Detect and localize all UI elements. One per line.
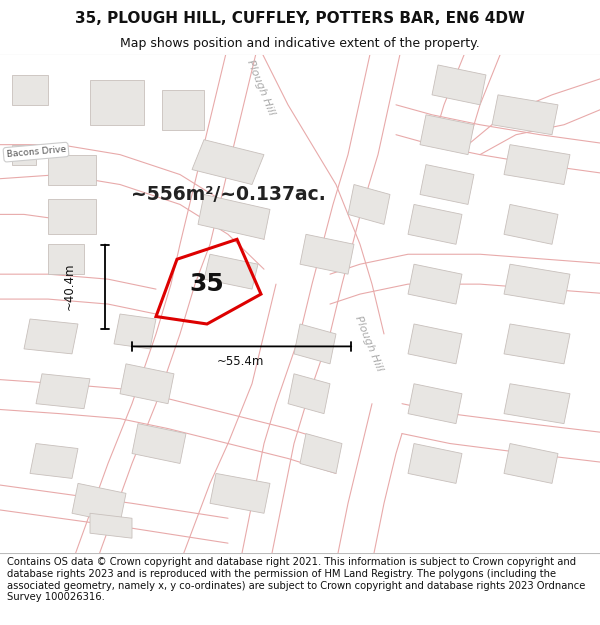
Polygon shape — [48, 154, 96, 184]
Text: ~40.4m: ~40.4m — [62, 263, 76, 311]
Polygon shape — [90, 513, 132, 538]
Text: 35: 35 — [190, 272, 224, 296]
Polygon shape — [90, 80, 144, 125]
Polygon shape — [408, 324, 462, 364]
Polygon shape — [36, 374, 90, 409]
Polygon shape — [48, 199, 96, 234]
Text: Plough Hill: Plough Hill — [353, 315, 385, 373]
Polygon shape — [12, 75, 48, 105]
Polygon shape — [288, 374, 330, 414]
Text: Bacons Drive: Bacons Drive — [6, 145, 66, 159]
Polygon shape — [408, 384, 462, 424]
Polygon shape — [420, 164, 474, 204]
Polygon shape — [348, 184, 390, 224]
Text: Map shows position and indicative extent of the property.: Map shows position and indicative extent… — [120, 38, 480, 51]
Polygon shape — [72, 483, 126, 523]
Polygon shape — [198, 194, 270, 239]
Polygon shape — [492, 95, 558, 135]
Text: ~55.4m: ~55.4m — [217, 355, 263, 368]
Polygon shape — [504, 144, 570, 184]
Polygon shape — [114, 314, 156, 349]
Polygon shape — [504, 384, 570, 424]
Text: Plough Hill: Plough Hill — [245, 58, 277, 117]
Polygon shape — [432, 65, 486, 105]
Polygon shape — [420, 115, 474, 154]
Polygon shape — [300, 434, 342, 473]
Polygon shape — [210, 473, 270, 513]
Polygon shape — [120, 364, 174, 404]
Polygon shape — [294, 324, 336, 364]
Polygon shape — [504, 324, 570, 364]
Polygon shape — [408, 204, 462, 244]
Polygon shape — [192, 139, 264, 184]
Polygon shape — [48, 244, 84, 274]
Polygon shape — [162, 90, 204, 130]
Polygon shape — [24, 319, 78, 354]
Polygon shape — [300, 234, 354, 274]
Polygon shape — [408, 264, 462, 304]
Polygon shape — [408, 444, 462, 483]
Polygon shape — [504, 204, 558, 244]
Text: ~556m²/~0.137ac.: ~556m²/~0.137ac. — [131, 185, 325, 204]
Polygon shape — [30, 444, 78, 478]
Polygon shape — [132, 424, 186, 464]
Polygon shape — [504, 444, 558, 483]
Text: 35, PLOUGH HILL, CUFFLEY, POTTERS BAR, EN6 4DW: 35, PLOUGH HILL, CUFFLEY, POTTERS BAR, E… — [75, 11, 525, 26]
Text: Contains OS data © Crown copyright and database right 2021. This information is : Contains OS data © Crown copyright and d… — [7, 558, 586, 602]
Polygon shape — [504, 264, 570, 304]
Polygon shape — [204, 254, 258, 289]
Polygon shape — [12, 144, 36, 164]
